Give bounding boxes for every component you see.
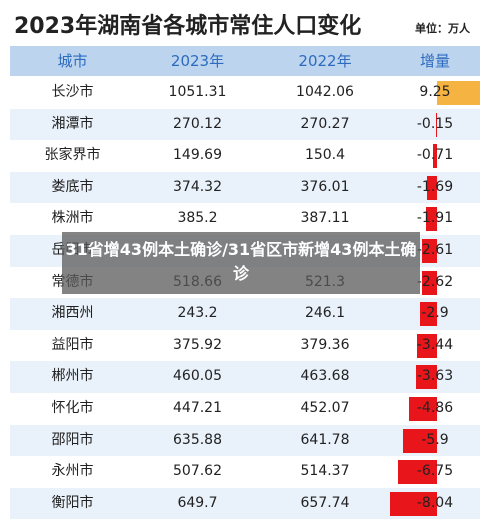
column-header: 增量	[419, 52, 450, 70]
cell-y2022: 514.37	[300, 463, 350, 480]
change-bar	[390, 491, 437, 516]
cell-change: -2.62	[416, 273, 454, 290]
cell-city: 湘潭市	[51, 115, 94, 132]
cell-y2022: 463.68	[300, 368, 350, 385]
cell-change: -2.9	[421, 305, 449, 322]
overlay: 31省增43例本土确诊/31省区市新增43例本土确诊	[62, 232, 420, 294]
cell-y2022: 641.78	[300, 431, 350, 448]
cell-change: -3.63	[416, 368, 454, 385]
change-bar	[397, 460, 437, 485]
table-row: 株洲市 385.2 387.11 -1.91	[10, 203, 480, 235]
cell-change: -8.04	[416, 494, 454, 511]
cell-city: 长沙市	[51, 84, 94, 100]
cell-city: 湘西州	[51, 305, 94, 322]
change-bar	[415, 365, 437, 390]
cell-city: 娄底市	[51, 178, 94, 195]
cell-y2023: 460.05	[173, 368, 222, 385]
cell-change: -0.71	[416, 147, 454, 164]
cell-y2023: 243.2	[177, 305, 218, 322]
change-bar	[425, 207, 437, 232]
cell-change: -5.9	[421, 431, 449, 448]
cell-change: -3.44	[416, 336, 454, 353]
cell-y2022: 246.1	[304, 305, 346, 322]
cell-change: 9.25	[419, 84, 451, 100]
table-row: 娄底市 374.32 376.01 -1.69	[10, 171, 480, 204]
change-bar	[420, 302, 437, 327]
cell-y2023: 375.92	[173, 336, 222, 353]
cell-y2023: 270.12	[173, 115, 222, 132]
table-row: 湘西州 243.2 246.1 -2.9	[10, 298, 480, 330]
table-row: 张家界市 149.69 150.4 -0.71	[10, 140, 480, 172]
table-row: 益阳市 375.92 379.36 -3.44	[10, 329, 480, 362]
table-row: 永州市 507.62 514.37 -6.75	[10, 456, 480, 488]
unit: 单位：万人	[415, 22, 470, 35]
title: 2023年湖南省各城市常住人口变化	[14, 14, 362, 39]
cell-city: 张家界市	[44, 147, 101, 164]
change-bar	[421, 270, 437, 295]
table-row: 邵阳市 635.88 641.78 -5.9	[10, 424, 480, 457]
cell-y2023: 447.21	[173, 400, 222, 416]
cell-y2023: 1051.31	[168, 84, 227, 100]
cell-y2023: 149.69	[173, 147, 222, 164]
table-row: 郴州市 460.05 463.68 -3.63	[10, 361, 480, 393]
cell-change: -1.91	[416, 210, 454, 227]
change-bar	[421, 239, 437, 263]
change-bar	[436, 112, 437, 137]
cell-y2023: 649.7	[177, 494, 218, 511]
table-row: 湘潭市 270.12 270.27 -0.15	[10, 108, 480, 141]
cell-change: -1.69	[416, 178, 454, 195]
cell-y2022: 657.74	[300, 494, 350, 511]
cell-city: 怀化市	[51, 400, 94, 416]
change-bar	[437, 81, 480, 105]
cell-city: 益阳市	[51, 336, 94, 353]
change-bar	[427, 175, 437, 200]
cell-city: 株洲市	[51, 210, 94, 227]
column-header: 城市	[57, 52, 88, 70]
change-bar	[402, 428, 437, 453]
cell-y2022: 452.07	[300, 400, 350, 416]
cell-change: -2.61	[416, 242, 454, 258]
change-bar	[417, 333, 437, 358]
cell-y2023: 385.2	[177, 210, 218, 227]
cell-change: -6.75	[416, 463, 454, 480]
table-row: 长沙市 1051.31 1042.06 9.25	[10, 77, 480, 109]
change-bar	[432, 144, 437, 169]
table-row: 衡阳市 649.7 657.74 -8.04	[10, 487, 480, 520]
cell-y2023: 635.88	[173, 431, 222, 448]
cell-city: 郴州市	[51, 368, 94, 385]
column-header: 2022年	[298, 52, 352, 70]
cell-y2022: 379.36	[300, 336, 350, 353]
cell-y2023: 507.62	[173, 463, 222, 480]
cell-y2022: 387.11	[300, 210, 350, 227]
cell-y2022: 376.01	[300, 178, 350, 195]
cell-city: 永州市	[51, 463, 94, 480]
change-bar	[408, 397, 437, 421]
cell-city: 邵阳市	[51, 431, 94, 448]
table-header: 城市 2023年 2022年 增量	[10, 46, 480, 76]
cell-y2022: 270.27	[300, 115, 350, 132]
cell-y2022: 1042.06	[296, 84, 354, 100]
cell-y2023: 374.32	[173, 178, 222, 195]
cell-city: 衡阳市	[51, 494, 94, 511]
table-row: 怀化市 447.21 452.07 -4.86	[10, 393, 480, 425]
column-header: 2023年	[170, 52, 225, 70]
cell-y2022: 150.4	[304, 147, 346, 164]
cell-change: -4.86	[416, 400, 454, 416]
cell-change: -0.15	[416, 115, 454, 132]
